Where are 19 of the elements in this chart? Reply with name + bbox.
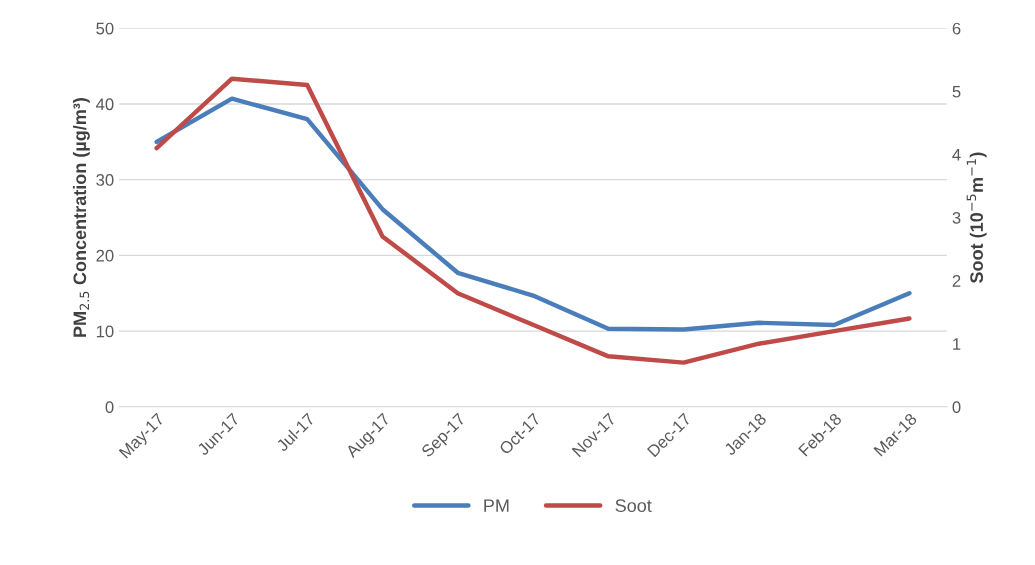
y2-tick-label: 4	[952, 149, 961, 161]
y2-tick-label: 3	[952, 211, 961, 224]
y2-tick-label: 0	[952, 401, 961, 413]
line-series	[154, 96, 912, 332]
y-tick-label: 50	[96, 22, 114, 35]
y2-tick-label: 1	[953, 338, 961, 350]
y2-axis-title: Soot (10$^{−5}$m$^{−1}$)	[966, 152, 987, 283]
legend-label: Soot	[615, 499, 652, 513]
y2-tick-label: 6	[952, 22, 961, 35]
y2-tick-label: 2	[952, 275, 961, 287]
y-tick-label: 30	[96, 174, 114, 186]
y-axis-title: PM$_{2.5}$ Concentration (µg/m³)	[72, 98, 90, 337]
y-tick-label: 0	[105, 401, 114, 413]
y-tick-label: 10	[96, 325, 114, 338]
y-tick-label: 40	[96, 98, 114, 111]
line-series	[154, 76, 912, 365]
y-tick-label: 20	[96, 249, 114, 262]
legend-label: PM	[484, 499, 509, 512]
y2-tick-label: 5	[952, 85, 961, 98]
